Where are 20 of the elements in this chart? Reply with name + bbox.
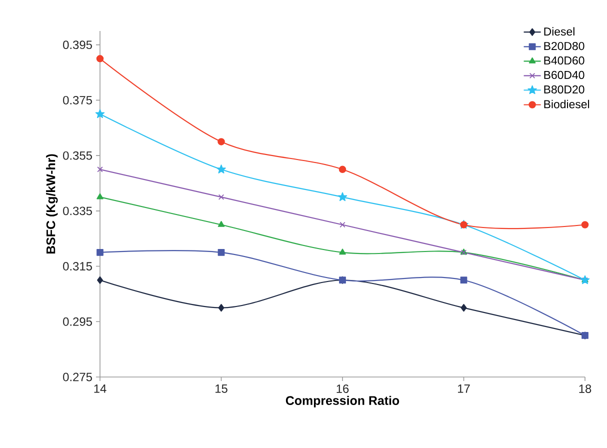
legend-label: Diesel <box>544 27 574 36</box>
legend-label: Biodiesel <box>544 100 590 108</box>
x-axis-title: Compression Ratio <box>286 396 400 408</box>
x-tick-label: 16 <box>336 384 349 393</box>
legend-label: B40D60 <box>544 56 584 65</box>
legend-label: B80D20 <box>544 85 584 94</box>
x-tick-label: 17 <box>458 384 470 393</box>
y-tick-label: 0.355 <box>63 151 92 160</box>
legend-label: B20D80 <box>544 42 584 50</box>
y-tick-label: 0.275 <box>63 372 92 382</box>
y-tick-label: 0.395 <box>63 40 92 50</box>
y-tick-label: 0.375 <box>63 96 92 104</box>
x-tick-label: 15 <box>216 384 228 393</box>
x-tick-label: 14 <box>94 384 106 393</box>
y-tick-label: 0.315 <box>63 262 92 271</box>
y-tick-label: 0.335 <box>63 206 92 216</box>
legend-label: B60D40 <box>544 70 584 80</box>
y-tick-label: 0.295 <box>63 317 92 326</box>
x-tick-label: 18 <box>579 384 592 393</box>
y-axis-title: BSFC (Kg/kW-hr) <box>46 154 58 254</box>
